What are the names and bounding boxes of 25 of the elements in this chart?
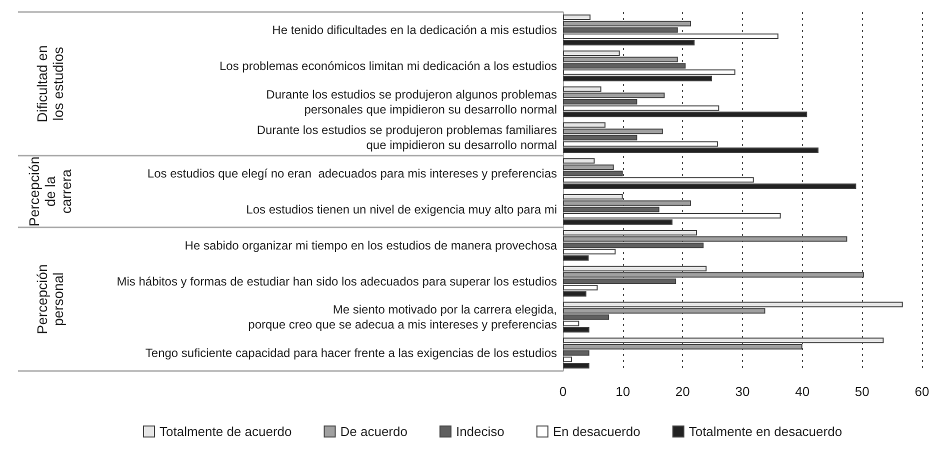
text: Percepción personal [34,264,66,334]
legend-label: Totalmente de acuerdo [160,424,292,439]
x-tick-label: 20 [675,384,690,399]
legend-label: Indeciso [456,424,504,439]
x-tick-label: 60 [914,384,930,399]
x-tick-label: 50 [854,384,870,399]
legend-label: En desacuerdo [552,424,640,439]
legend-label: Totalmente en desacuerdo [688,424,842,439]
x-tick-label: 40 [795,384,810,399]
y-tick-label: Los estudios que elegí no eran adecuados para mis intereses y preferencias [147,166,557,181]
y-tick-label: Me siento motivado por la carrera elegida, porque creo que se adecua a mis intereses y preferencias [248,302,557,332]
y-tick-label: Los problemas económicos limitan mi dedicación a los estudios [220,58,557,73]
x-tick-label: 10 [616,384,630,399]
text: Dificultad en los estudios [34,45,66,122]
legend-label: De acuerdo [340,424,408,439]
y-tick-label: He sabido organizar mi tiempo en los estudios de manera provechosa [184,238,558,252]
y-tick-label: Los estudios tienen un nivel de exigencia muy alto para mi [246,202,557,216]
x-tick-label: 30 [735,384,750,399]
y-tick-label: He tenido dificultades en la dedicación a mis estudios [272,22,557,37]
x-tick-label: 0 [559,384,567,399]
y-tick-label: Durante los estudios se produjeron algunos problemas personales que impidieron su desarrollo normal [266,87,557,116]
y-tick-label: Mis hábitos y formas de estudiar han sido los adecuados para superar los estudios [116,274,557,288]
text: Percepción de la carrera [26,156,74,227]
y-tick-label: Tengo suficiente capacidad para hacer frente a las exigencias de los estudios [145,346,557,360]
y-tick-label: Durante los estudios se produjeron problemas familiares que impidieron su desarrollo normal [256,123,557,152]
